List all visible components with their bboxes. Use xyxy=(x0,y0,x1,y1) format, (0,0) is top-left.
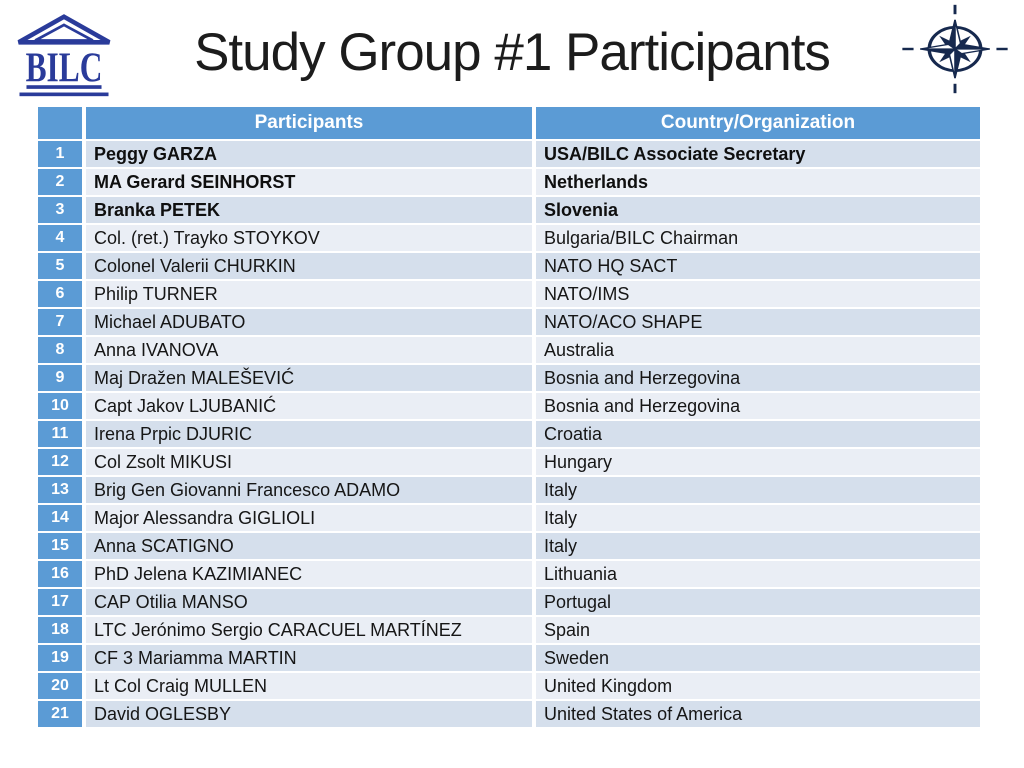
table-row: 2 MA Gerard SEINHORST Netherlands xyxy=(38,169,980,195)
table-row: 5 Colonel Valerii CHURKIN NATO HQ SACT xyxy=(38,253,980,279)
participant-name-cell: LTC Jerónimo Sergio CARACUEL MARTÍNEZ xyxy=(86,617,532,643)
row-number-cell: 3 xyxy=(38,197,82,223)
country-cell: Italy xyxy=(536,505,980,531)
country-cell: Bulgaria/BILC Chairman xyxy=(536,225,980,251)
table-row: 3 Branka PETEK Slovenia xyxy=(38,197,980,223)
table-row: 10 Capt Jakov LJUBANIĆ Bosnia and Herzegov… xyxy=(38,393,980,419)
table-row: 1 Peggy GARZA USA/BILC Associate Secretary xyxy=(38,141,980,167)
table-row: 7 Michael ADUBATO NATO/ACO SHAPE xyxy=(38,309,980,335)
country-cell: United States of America xyxy=(536,701,980,727)
row-number-cell: 9 xyxy=(38,365,82,391)
participant-name-cell: CAP Otilia MANSO xyxy=(86,589,532,615)
row-number-cell: 7 xyxy=(38,309,82,335)
row-number-cell: 1 xyxy=(38,141,82,167)
country-cell: Australia xyxy=(536,337,980,363)
table-row: 13 Brig Gen Giovanni Francesco ADAMO Italy xyxy=(38,477,980,503)
table-row: 19 CF 3 Mariamma MARTIN Sweden xyxy=(38,645,980,671)
participants-table-body: 1 Peggy GARZA USA/BILC Associate Secretary… xyxy=(38,141,980,727)
participant-name-cell: Col Zsolt MIKUSI xyxy=(86,449,532,475)
nato-compass-icon xyxy=(902,4,1008,94)
table-row: 14 Major Alessandra GIGLIOLI Italy xyxy=(38,505,980,531)
participant-name-cell: Anna IVANOVA xyxy=(86,337,532,363)
table-header: Participants Country/Organization xyxy=(38,107,980,139)
row-number-cell: 11 xyxy=(38,421,82,447)
country-cell: Portugal xyxy=(536,589,980,615)
row-number-cell: 15 xyxy=(38,533,82,559)
row-number-cell: 10 xyxy=(38,393,82,419)
country-cell: Italy xyxy=(536,477,980,503)
bilc-logo-text: BILC xyxy=(26,44,103,91)
country-cell: Croatia xyxy=(536,421,980,447)
row-number-cell: 2 xyxy=(38,169,82,195)
country-cell: Hungary xyxy=(536,449,980,475)
participant-name-cell: Colonel Valerii CHURKIN xyxy=(86,253,532,279)
participant-name-cell: MA Gerard SEINHORST xyxy=(86,169,532,195)
page-title: Study Group #1 Participants xyxy=(194,23,831,82)
row-number-cell: 16 xyxy=(38,561,82,587)
row-number-cell: 13 xyxy=(38,477,82,503)
country-cell: Netherlands xyxy=(536,169,980,195)
participant-name-cell: Major Alessandra GIGLIOLI xyxy=(86,505,532,531)
table-row: 15 Anna SCATIGNO Italy xyxy=(38,533,980,559)
table-row: 18 LTC Jerónimo Sergio CARACUEL MARTÍNEZ S… xyxy=(38,617,980,643)
index-column-header xyxy=(38,107,82,139)
country-cell: United Kingdom xyxy=(536,673,980,699)
participants-column-header: Participants xyxy=(86,107,532,139)
participant-name-cell: Capt Jakov LJUBANIĆ xyxy=(86,393,532,419)
row-number-cell: 20 xyxy=(38,673,82,699)
participant-name-cell: Maj Dražen MALEŠEVIĆ xyxy=(86,365,532,391)
row-number-cell: 21 xyxy=(38,701,82,727)
country-cell: USA/BILC Associate Secretary xyxy=(536,141,980,167)
participants-table-wrap: Participants Country/Organization 1 Peggy… xyxy=(34,105,984,729)
table-row: 16 PhD Jelena KAZIMIANEC Lithuania xyxy=(38,561,980,587)
participant-name-cell: Anna SCATIGNO xyxy=(86,533,532,559)
participant-name-cell: Branka PETEK xyxy=(86,197,532,223)
row-number-cell: 17 xyxy=(38,589,82,615)
row-number-cell: 6 xyxy=(38,281,82,307)
participant-name-cell: Philip TURNER xyxy=(86,281,532,307)
country-cell: Lithuania xyxy=(536,561,980,587)
country-cell: NATO/IMS xyxy=(536,281,980,307)
table-row: 6 Philip TURNER NATO/IMS xyxy=(38,281,980,307)
row-number-cell: 18 xyxy=(38,617,82,643)
country-cell: Spain xyxy=(536,617,980,643)
table-row: 20 Lt Col Craig MULLEN United Kingdom xyxy=(38,673,980,699)
participant-name-cell: Michael ADUBATO xyxy=(86,309,532,335)
row-number-cell: 19 xyxy=(38,645,82,671)
participant-name-cell: PhD Jelena KAZIMIANEC xyxy=(86,561,532,587)
participant-name-cell: Irena Prpic DJURIC xyxy=(86,421,532,447)
table-row: 11 Irena Prpic DJURIC Croatia xyxy=(38,421,980,447)
bilc-building-icon: BILC xyxy=(17,14,111,97)
table-row: 4 Col. (ret.) Trayko STOYKOV Bulgaria/BILC… xyxy=(38,225,980,251)
nato-logo xyxy=(899,2,1011,96)
country-cell: Bosnia and Herzegovina xyxy=(536,365,980,391)
country-column-header: Country/Organization xyxy=(536,107,980,139)
table-row: 12 Col Zsolt MIKUSI Hungary xyxy=(38,449,980,475)
row-number-cell: 4 xyxy=(38,225,82,251)
row-number-cell: 14 xyxy=(38,505,82,531)
row-number-cell: 5 xyxy=(38,253,82,279)
table-row: 8 Anna IVANOVA Australia xyxy=(38,337,980,363)
country-cell: Italy xyxy=(536,533,980,559)
table-row: 21 David OGLESBY United States of America xyxy=(38,701,980,727)
participant-name-cell: CF 3 Mariamma MARTIN xyxy=(86,645,532,671)
bilc-logo: BILC xyxy=(16,14,112,98)
country-cell: Bosnia and Herzegovina xyxy=(536,393,980,419)
participant-name-cell: Peggy GARZA xyxy=(86,141,532,167)
country-cell: Slovenia xyxy=(536,197,980,223)
row-number-cell: 12 xyxy=(38,449,82,475)
participant-name-cell: David OGLESBY xyxy=(86,701,532,727)
country-cell: Sweden xyxy=(536,645,980,671)
participant-name-cell: Brig Gen Giovanni Francesco ADAMO xyxy=(86,477,532,503)
country-cell: NATO HQ SACT xyxy=(536,253,980,279)
participant-name-cell: Col. (ret.) Trayko STOYKOV xyxy=(86,225,532,251)
country-cell: NATO/ACO SHAPE xyxy=(536,309,980,335)
table-row: 9 Maj Dražen MALEŠEVIĆ Bosnia and Herzegov… xyxy=(38,365,980,391)
table-row: 17 CAP Otilia MANSO Portugal xyxy=(38,589,980,615)
participant-name-cell: Lt Col Craig MULLEN xyxy=(86,673,532,699)
row-number-cell: 8 xyxy=(38,337,82,363)
participants-table: Participants Country/Organization 1 Peggy… xyxy=(34,105,984,729)
